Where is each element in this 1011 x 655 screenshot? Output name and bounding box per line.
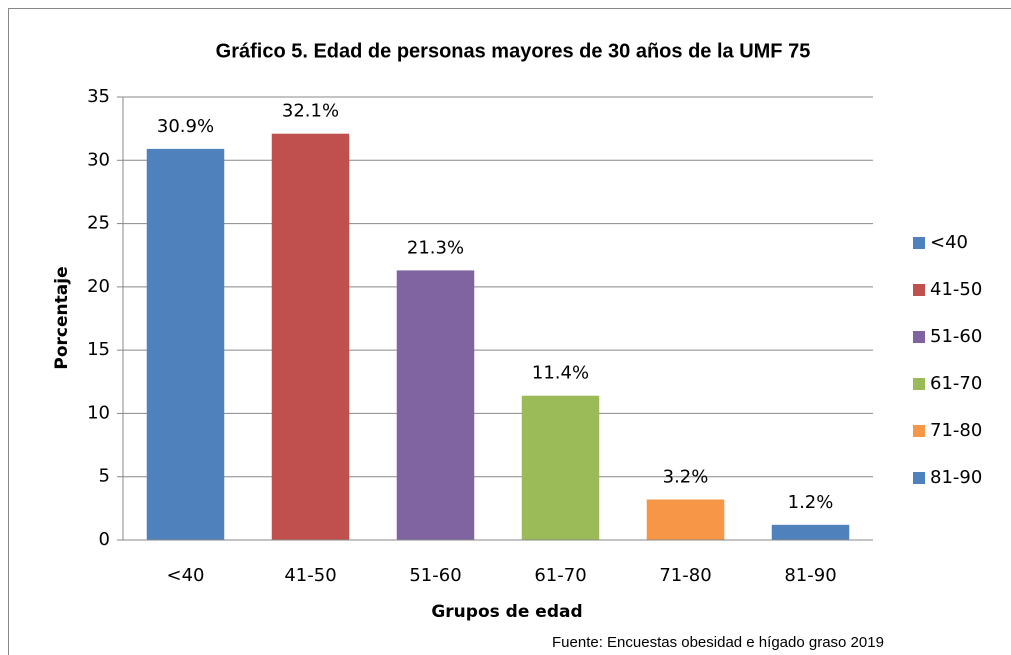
legend-swatch — [913, 472, 925, 484]
x-tick-label: 71-80 — [659, 565, 711, 586]
source-note: Fuente: Encuestas obesidad e hígado gras… — [552, 634, 884, 651]
legend-swatch — [913, 237, 925, 249]
data-label: 3.2% — [663, 466, 709, 487]
chart-title: Gráfico 5. Edad de personas mayores de 3… — [216, 40, 811, 62]
bar — [521, 395, 600, 540]
y-tick-label: 35 — [87, 86, 110, 107]
legend-label: 41-50 — [930, 279, 982, 300]
data-label: 30.9% — [157, 116, 214, 137]
y-tick-label: 5 — [99, 466, 110, 487]
legend-label: 81-90 — [930, 467, 982, 488]
data-label: 32.1% — [282, 101, 339, 122]
bar — [396, 270, 475, 540]
y-tick-label: 15 — [87, 339, 110, 360]
legend-swatch — [913, 284, 925, 296]
x-tick-label: 41-50 — [284, 565, 336, 586]
y-tick-label: 20 — [87, 276, 110, 297]
x-tick-label: 81-90 — [784, 565, 836, 586]
y-tick-label: 25 — [87, 213, 110, 234]
data-label: 11.4% — [532, 363, 589, 384]
legend-swatch — [913, 331, 925, 343]
bar — [271, 133, 350, 540]
x-tick-label: 51-60 — [409, 565, 461, 586]
y-tick-label: 30 — [87, 149, 110, 170]
bar — [146, 148, 225, 540]
data-label: 21.3% — [407, 237, 464, 258]
x-tick-label: 61-70 — [534, 565, 586, 586]
legend-label: <40 — [930, 232, 968, 253]
legend-swatch — [913, 425, 925, 437]
bar — [646, 499, 725, 540]
legend-swatch — [913, 378, 925, 390]
x-tick-label: <40 — [167, 565, 205, 586]
y-tick-label: 0 — [99, 529, 110, 550]
x-axis-title: Grupos de edad — [431, 602, 582, 622]
legend-label: 51-60 — [930, 326, 982, 347]
legend-label: 61-70 — [930, 373, 982, 394]
legend-label: 71-80 — [930, 420, 982, 441]
data-label: 1.2% — [788, 492, 834, 513]
bar — [771, 524, 850, 540]
y-axis-title: Porcentaje — [52, 266, 72, 369]
y-tick-label: 10 — [87, 402, 110, 423]
